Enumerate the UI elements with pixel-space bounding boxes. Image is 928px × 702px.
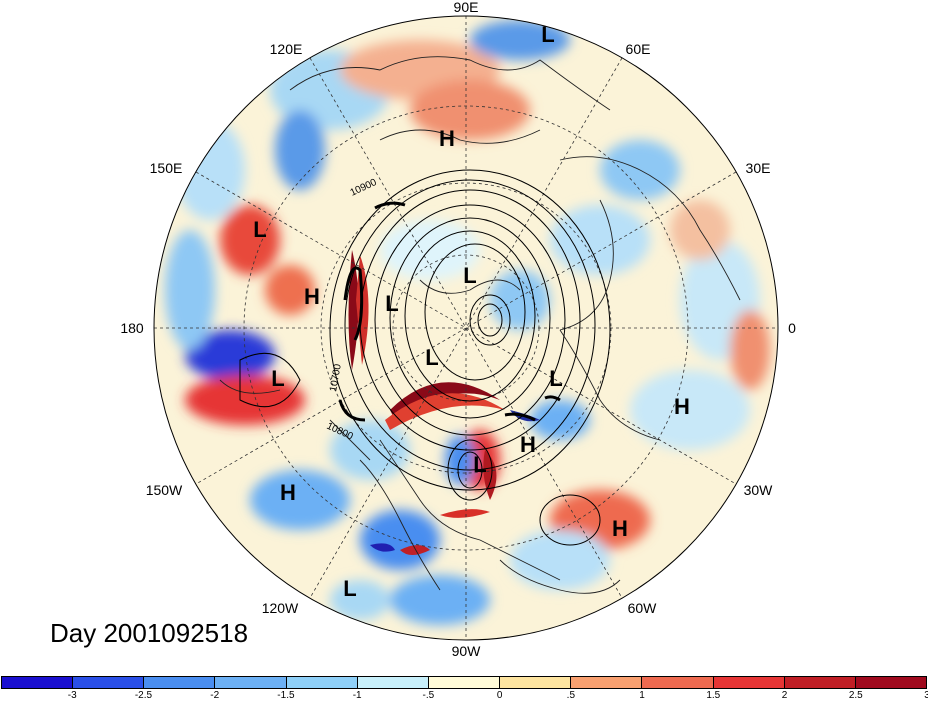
colorbar-cell [144,677,216,688]
pressure-center-low: L [541,22,554,47]
pressure-center-high: H [612,516,628,541]
longitude-labels: 90E 60E 30E 0 30W 60W 90W 120W 150W 180 … [120,0,796,659]
coastlines [219,56,741,594]
lon-label-150e: 150E [150,160,183,176]
pressure-center-high: H [280,480,296,505]
lon-label-150w: 150W [146,482,183,498]
pressure-center-low: L [343,576,356,601]
colorbar-tick-label: -3 [67,690,77,701]
colorbar-tick-label: 1.5 [706,690,721,701]
anomaly-shading [165,20,770,625]
colorbar-cell [500,677,572,688]
pressure-center-low: L [463,263,476,288]
pressure-center-high: H [520,432,536,457]
lon-label-90e: 90E [454,0,479,15]
lon-label-90w: 90W [452,643,482,659]
colorbar-cell [571,677,643,688]
map-outline [153,15,779,641]
colorbar-tick-label: 3 [924,690,928,701]
contour-label-10700: 10700 [328,363,344,393]
pressure-center-low: L [473,452,486,477]
pressure-center-low: L [549,366,562,391]
pressure-center-low: L [253,217,266,242]
colorbar-tick-label: -2 [210,690,220,701]
colorbar-cell [642,677,714,688]
colorbar-cell [428,677,501,688]
height-contours [239,169,611,546]
colorbar-cell [855,677,927,688]
colorbar-cell [215,677,287,688]
pressure-center-high: H [439,126,455,151]
colorbar-tick-label: 2 [781,690,788,701]
colorbar-tick-label: 0 [496,690,503,701]
pressure-center-low: L [425,345,438,370]
colorbar [1,676,927,689]
colorbar-tick-label: -.5 [422,690,435,701]
lon-label-30w: 30W [744,482,774,498]
colorbar-tick-label: -1.5 [277,690,295,701]
colorbar-tick-label: 1 [639,690,645,701]
pressure-center-high: H [674,394,690,419]
pressure-center-high: H [304,284,320,309]
colorbar-cell [713,677,785,688]
lon-label-120e: 120E [270,41,303,57]
colorbar-cell [73,677,145,688]
pressure-center-low: L [271,366,284,391]
colorbar-cell [2,677,74,688]
graticule [154,16,778,640]
lon-label-180: 180 [120,320,144,336]
colorbar-tick-label: 2.5 [848,690,863,701]
lon-label-0: 0 [788,320,796,336]
colorbar-cell [784,677,856,688]
colorbar-cell [357,677,429,688]
lon-label-30e: 30E [746,160,771,176]
colorbar-tick-label: -2.5 [134,690,153,701]
bold-contours [338,201,561,422]
pressure-centers: L L H L H L L L L H H L H H H L [253,22,690,601]
lon-label-120w: 120W [262,600,299,616]
colorbar-labels: -3 -2.5 -2 -1.5 -1 -.5 0 .5 1 1.5 2 2.5 3 [1,690,928,702]
colorbar-tick-label: -1 [352,690,362,701]
colorbar-cell [286,677,358,688]
day-title: Day 2001092518 [50,618,249,648]
lon-label-60e: 60E [626,41,651,57]
pressure-center-low: L [385,291,398,316]
lon-label-60w: 60W [628,600,658,616]
colorbar-tick-label: .5 [566,690,576,701]
